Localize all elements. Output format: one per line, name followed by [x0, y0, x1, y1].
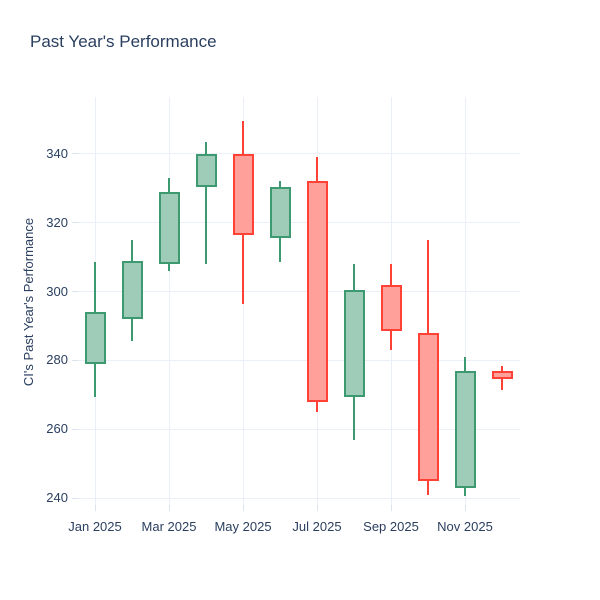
x-tick-label: Jan 2025	[68, 519, 122, 534]
candle-aug-2025[interactable]	[343, 289, 365, 397]
horizontal-gridline	[78, 497, 520, 499]
vertical-gridline	[168, 97, 170, 505]
x-tick-label: May 2025	[214, 519, 272, 534]
horizontal-gridline	[78, 291, 520, 293]
candle-dec-2025[interactable]	[491, 370, 513, 380]
x-axis-tick	[464, 505, 466, 511]
y-tick-label: 240	[46, 490, 68, 506]
candle-may-2025[interactable]	[232, 153, 254, 235]
horizontal-gridline	[78, 153, 520, 155]
chart-title: Past Year's Performance	[30, 32, 217, 51]
horizontal-gridline	[78, 359, 520, 361]
x-tick-label: Jul 2025	[292, 519, 342, 534]
candle-nov-2025[interactable]	[454, 370, 476, 488]
y-axis-tick	[72, 222, 78, 224]
y-tick-label: 280	[46, 352, 68, 368]
candle-oct-2025[interactable]	[417, 332, 439, 481]
y-axis-tick	[72, 428, 78, 430]
horizontal-gridline	[78, 222, 520, 224]
y-tick-label: 260	[46, 421, 68, 437]
candle-sep-2025[interactable]	[380, 284, 402, 332]
x-tick-label: Mar 2025	[141, 519, 197, 534]
candle-feb-2025[interactable]	[121, 260, 143, 320]
candle-mar-2025[interactable]	[158, 191, 180, 264]
x-axis-tick	[242, 505, 244, 511]
x-tick-label: Nov 2025	[437, 519, 493, 534]
x-axis-tick	[390, 505, 392, 511]
x-tick-label: Sep 2025	[363, 519, 419, 534]
candle-apr-2025[interactable]	[195, 153, 217, 187]
y-tick-label: 300	[46, 283, 68, 299]
candle-jul-2025[interactable]	[306, 181, 328, 402]
y-axis-tick	[72, 291, 78, 293]
candle-wick	[204, 141, 208, 264]
y-axis-tick	[72, 497, 78, 499]
y-axis-tick	[72, 153, 78, 155]
y-axis-tick	[72, 359, 78, 361]
y-tick-label: 340	[46, 145, 68, 161]
horizontal-gridline	[78, 428, 520, 430]
candle-jan-2025[interactable]	[84, 312, 106, 364]
y-tick-label: 320	[46, 214, 68, 230]
candle-jun-2025[interactable]	[269, 186, 291, 239]
x-axis-tick	[168, 505, 170, 511]
vertical-gridline	[464, 97, 466, 505]
x-axis-tick	[316, 505, 318, 511]
x-axis-tick	[94, 505, 96, 511]
